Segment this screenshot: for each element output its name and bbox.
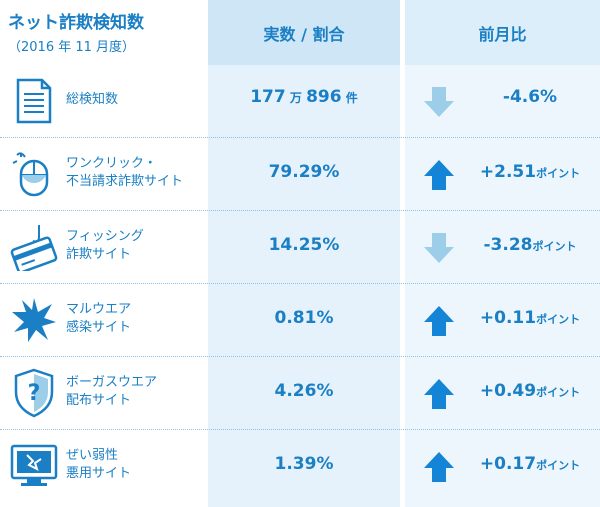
row-value: 1.39% xyxy=(274,454,334,474)
row-divider xyxy=(0,429,600,430)
broken-monitor-icon xyxy=(8,440,60,492)
row-label: ワンクリック・ 不当請求詐欺サイト xyxy=(66,156,184,189)
row-label: ぜい弱性 悪用サイト xyxy=(66,448,132,481)
row-label: 総検知数 xyxy=(66,92,119,107)
shield-question-icon: ? xyxy=(8,367,60,419)
row-change: -3.28ポイント xyxy=(483,235,577,255)
row-value: 0.81% xyxy=(274,308,334,328)
change-column-header-bg xyxy=(405,0,600,65)
up-arrow-icon xyxy=(424,160,454,190)
up-arrow-icon xyxy=(424,452,454,482)
row-label: マルウエア 感染サイト xyxy=(66,302,132,335)
up-arrow-icon xyxy=(424,379,454,409)
table-row-bogusware: ? ボーガスウエア 配布サイト 4.26% +0.49ポイント xyxy=(0,357,600,429)
document-icon xyxy=(8,75,60,127)
table-row-phishing: フィッシング 詐欺サイト 14.25% -3.28ポイント xyxy=(0,211,600,283)
credit-card-hook-icon xyxy=(8,221,60,273)
malware-burst-icon xyxy=(8,294,60,346)
row-divider xyxy=(0,356,600,357)
value-column-header: 実数 / 割合 xyxy=(263,24,345,44)
row-value: 14.25% xyxy=(268,235,340,255)
row-value: 79.29% xyxy=(268,162,340,182)
row-divider xyxy=(0,283,600,284)
row-change: +0.17ポイント xyxy=(479,454,581,474)
row-change: +0.11ポイント xyxy=(479,308,581,328)
row-divider xyxy=(0,137,600,138)
mouse-icon xyxy=(8,148,60,200)
down-arrow-icon xyxy=(424,87,454,117)
table-row-one-click: ワンクリック・ 不当請求詐欺サイト 79.29% +2.51ポイント xyxy=(0,138,600,210)
row-value: 177 万 896 件 xyxy=(250,87,358,107)
change-column-header: 前月比 xyxy=(478,24,527,44)
row-change: +2.51ポイント xyxy=(479,162,581,182)
row-value: 4.26% xyxy=(274,381,334,401)
table-row-malware: マルウエア 感染サイト 0.81% +0.11ポイント xyxy=(0,284,600,356)
table-row-vulnerability: ぜい弱性 悪用サイト 1.39% +0.17ポイント xyxy=(0,430,600,502)
row-label: フィッシング 詐欺サイト xyxy=(66,229,144,262)
svg-text:?: ? xyxy=(28,381,41,406)
row-change: +0.49ポイント xyxy=(479,381,581,401)
row-label: ボーガスウエア 配布サイト xyxy=(66,375,158,408)
table-row-total: 総検知数 177 万 896 件 -4.6% xyxy=(0,65,600,137)
up-arrow-icon xyxy=(424,306,454,336)
table-subtitle: （2016 年 11 月度） xyxy=(8,40,136,55)
value-column-bg xyxy=(208,0,400,507)
value-column-header-bg xyxy=(208,0,400,65)
row-divider xyxy=(0,210,600,211)
row-change: -4.6% xyxy=(502,87,558,107)
table-title: ネット詐欺検知数 xyxy=(8,13,144,33)
down-arrow-icon xyxy=(424,233,454,263)
